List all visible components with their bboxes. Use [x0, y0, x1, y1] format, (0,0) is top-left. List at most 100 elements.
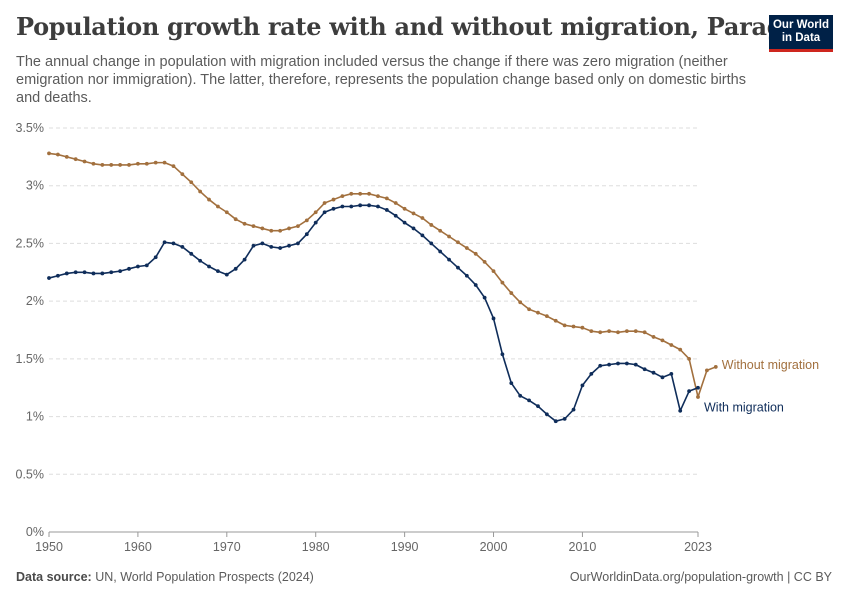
y-tick-label: 2% [26, 294, 44, 308]
data-point [287, 243, 291, 248]
series-label-without-migration: Without migration [722, 358, 819, 372]
data-point [607, 362, 611, 367]
data-source-label: Data source: [16, 570, 92, 584]
series-labels: Without migration With migration [704, 358, 819, 415]
data-point [180, 172, 185, 177]
data-point [349, 204, 354, 209]
data-point [616, 330, 620, 335]
data-point [704, 368, 709, 373]
data-point [171, 164, 176, 168]
data-point [678, 408, 683, 413]
data-point [571, 324, 576, 329]
data-point [127, 266, 131, 271]
data-point [340, 204, 345, 209]
owid-logo[interactable]: Our World in Data [769, 15, 833, 52]
data-point [411, 211, 416, 216]
footer-url[interactable]: OurWorldinData.org/population-growth | C… [569, 570, 832, 584]
data-point [313, 220, 318, 225]
data-point [162, 240, 167, 245]
data-point [678, 347, 683, 352]
data-point [447, 234, 451, 239]
logo-line-2: in Data [781, 32, 821, 44]
data-point [304, 232, 309, 237]
data-point [473, 283, 478, 287]
data-point [100, 163, 105, 167]
data-point [687, 356, 692, 361]
data-point [136, 264, 140, 269]
data-point [376, 194, 380, 199]
data-point [384, 196, 389, 201]
data-point [544, 412, 549, 417]
x-tick-label: 1960 [124, 540, 152, 554]
data-point [562, 323, 567, 328]
series-without-migration [47, 151, 718, 399]
data-point [224, 210, 229, 215]
data-point [162, 160, 167, 165]
data-point [642, 367, 647, 372]
data-point [367, 203, 371, 208]
data-point [287, 226, 291, 231]
data-point [411, 226, 416, 231]
data-point [118, 163, 123, 167]
data-point [633, 329, 638, 334]
y-tick-label: 0.5% [16, 467, 45, 481]
data-point [562, 416, 567, 421]
x-tick-label: 1970 [213, 540, 241, 554]
data-point [580, 325, 585, 330]
data-point [553, 419, 558, 424]
data-point [420, 233, 425, 238]
y-tick-label: 3.5% [16, 121, 45, 135]
series-line-with-migration [48, 204, 699, 422]
data-point [331, 197, 336, 202]
data-point [73, 157, 78, 162]
data-point [216, 204, 220, 209]
data-point [393, 213, 398, 218]
data-point [393, 201, 398, 205]
data-point [527, 307, 531, 312]
data-point [669, 343, 674, 347]
data-point [269, 244, 274, 249]
data-point [580, 383, 585, 388]
data-source-text: UN, World Population Prospects (2024) [95, 570, 314, 584]
data-point [536, 404, 540, 409]
data-point [518, 393, 523, 398]
series-lines [47, 151, 718, 424]
data-point [429, 223, 434, 227]
data-point [91, 161, 96, 166]
data-point [402, 220, 407, 225]
data-point [198, 189, 203, 194]
data-point [642, 330, 647, 335]
data-point [127, 163, 131, 167]
data-point [64, 154, 69, 159]
data-point [518, 300, 523, 305]
data-point [553, 318, 558, 323]
x-tick-label: 2010 [569, 540, 597, 554]
data-point [136, 161, 140, 166]
data-point [438, 228, 443, 233]
data-point [660, 338, 665, 343]
data-point [491, 316, 496, 321]
data-point [242, 221, 247, 226]
y-tick-label: 0% [26, 525, 44, 539]
line-chart: 0% 0.5% 1% 1.5% 2% 2.5% 3% 3.5% 1950 1960 1970 1980… [16, 121, 820, 554]
data-point [251, 224, 256, 229]
data-point [82, 159, 87, 164]
data-point [73, 270, 78, 275]
data-point [367, 191, 371, 196]
data-point [216, 269, 220, 274]
data-point [242, 257, 247, 262]
data-point [598, 330, 603, 335]
data-point [313, 210, 318, 215]
data-point [304, 218, 309, 223]
y-tick-label: 1.5% [16, 352, 45, 366]
data-point [340, 194, 345, 199]
data-point [607, 329, 611, 334]
data-point [118, 269, 123, 274]
data-point [589, 329, 594, 334]
data-point [669, 371, 674, 376]
data-point [207, 264, 211, 269]
data-point [696, 395, 700, 399]
data-point [296, 224, 300, 229]
data-point [322, 210, 327, 215]
data-point [598, 363, 603, 368]
